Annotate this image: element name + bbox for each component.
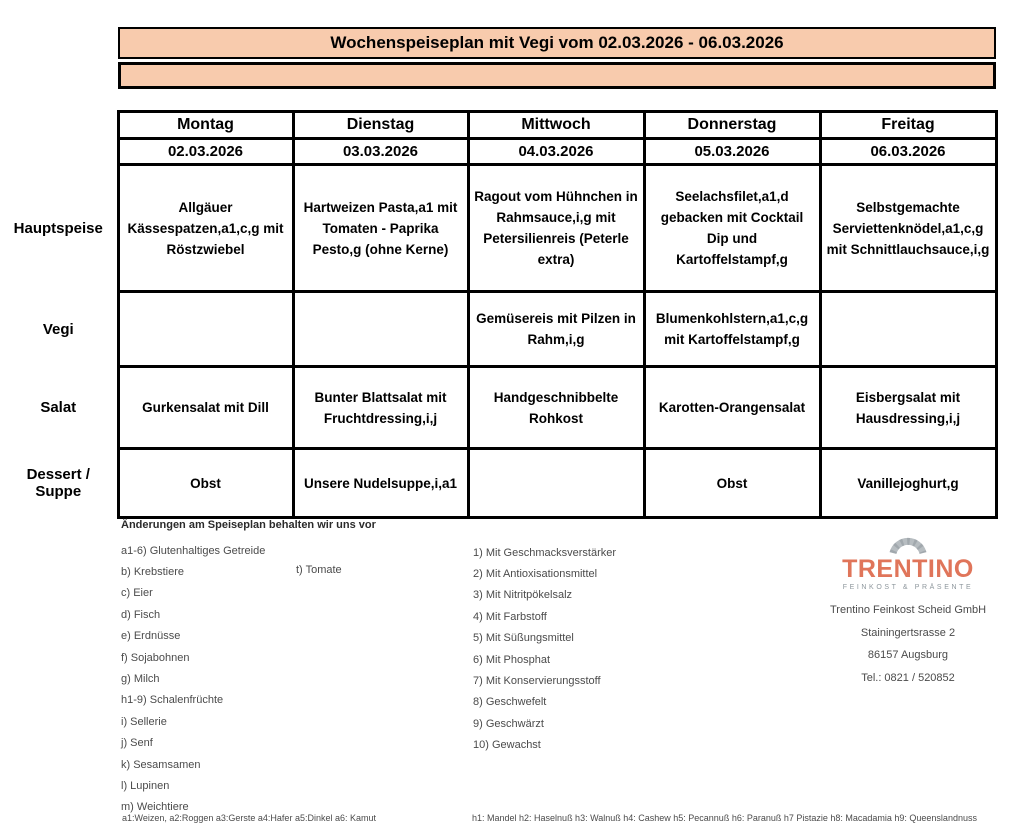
additive-item: 5) Mit Süßungsmittel: [473, 632, 574, 645]
meal-cell: [291, 290, 470, 368]
date-dienstag: 03.03.2026: [291, 137, 470, 166]
additive-item: 8) Geschwefelt: [473, 696, 547, 709]
day-header-row: Montag Dienstag Mittwoch Donnerstag Frei…: [0, 110, 998, 140]
vegi-row: Vegi Gemüsereis mit Pilzen in Rahm,i,g B…: [0, 290, 998, 368]
change-reservation-note: Änderungen am Speiseplan behalten wir un…: [121, 519, 376, 531]
tomato-legend-item: t) Tomate: [296, 564, 342, 576]
allergen-item: g) Milch: [121, 673, 160, 686]
meal-cell: Eisbergsalat mit Hausdressing,i,j: [818, 365, 998, 450]
meal-cell: Allgäuer Kässespatzen,a1,c,g mit Röstzwi…: [116, 163, 295, 293]
allergen-item: c) Eier: [121, 587, 153, 600]
meal-cell: Unsere Nudelsuppe,i,a1: [291, 447, 470, 519]
day-header-dienstag: Dienstag: [291, 110, 470, 140]
day-header-donnerstag: Donnerstag: [642, 110, 822, 140]
arch-logo-icon: [889, 537, 927, 554]
company-block: TRENTINO FEINKOST & PRÄSENTE Trentino Fe…: [830, 527, 986, 689]
allergen-item: a1-6) Glutenhaltiges Getreide: [121, 544, 266, 557]
allergen-item: i) Sellerie: [121, 715, 167, 728]
company-phone: Tel.: 0821 / 520852: [861, 671, 955, 684]
meal-cell: [466, 447, 646, 519]
dessert-suppe-row: Dessert / Suppe Obst Unsere Nudelsuppe,i…: [0, 447, 998, 519]
additive-legend: 1) Mit Geschmacksverstärker 2) Mit Antio…: [473, 542, 693, 756]
meal-cell: Karotten-Orangensalat: [642, 365, 822, 450]
allergen-item: j) Senf: [121, 737, 153, 750]
allergen-item: e) Erdnüsse: [121, 630, 181, 643]
corner-cell: [0, 138, 118, 165]
brand-tagline: FEINKOST & PRÄSENTE: [842, 584, 974, 591]
company-city: 86157 Augsburg: [867, 649, 949, 661]
day-header-mittwoch: Mittwoch: [466, 110, 646, 140]
nut-footnote: h1: Mandel h2: Haselnuß h3: Walnuß h4: C…: [472, 813, 977, 823]
allergen-item: m) Weichtiere: [121, 801, 189, 814]
meal-cell: Seelachsfilet,a1,d gebacken mit Cocktail…: [642, 163, 822, 293]
allergen-item: d) Fisch: [121, 608, 161, 621]
date-mittwoch: 04.03.2026: [466, 137, 646, 166]
allergen-item: k) Sesamsamen: [121, 758, 201, 771]
additive-item: 7) Mit Konservierungsstoff: [473, 675, 601, 688]
allergen-item: h1-9) Schalenfrüchte: [121, 694, 224, 707]
row-label-hauptspeise: Hauptspeise: [0, 164, 118, 292]
date-freitag: 06.03.2026: [818, 137, 998, 166]
salat-row: Salat Gurkensalat mit Dill Bunter Blatts…: [0, 365, 998, 450]
additive-item: 1) Mit Geschmacksverstärker: [473, 546, 617, 559]
additive-item: 4) Mit Farbstoff: [473, 610, 547, 623]
hauptspeise-row: Hauptspeise Allgäuer Kässespatzen,a1,c,g…: [0, 163, 998, 293]
plan-title-bar: Wochenspeiseplan mit Vegi vom 02.03.2026…: [118, 27, 996, 59]
meal-cell: [116, 290, 295, 368]
meal-cell: Hartweizen Pasta,a1 mit Tomaten - Paprik…: [291, 163, 470, 293]
meal-cell: Obst: [116, 447, 295, 519]
grain-footnote: a1:Weizen, a2:Roggen a3:Gerste a4:Hafer …: [122, 813, 376, 823]
row-label-vegi: Vegi: [0, 291, 118, 367]
company-street: Stainingertsrasse 2: [860, 626, 956, 639]
meal-cell: Handgeschnibbelte Rohkost: [466, 365, 646, 450]
allergen-item: f) Sojabohnen: [121, 651, 190, 664]
allergen-item: b) Krebstiere: [121, 566, 184, 579]
meal-cell: Selbstgemachte Serviettenknödel,a1,c,g m…: [818, 163, 998, 293]
meal-cell: Bunter Blattsalat mit Fruchtdressing,i,j: [291, 365, 470, 450]
additive-item: 2) Mit Antioxisationsmittel: [473, 568, 598, 581]
additive-item: 10) Gewachst: [473, 739, 541, 752]
allergen-legend: a1-6) Glutenhaltiges Getreide b) Krebsti…: [121, 540, 311, 818]
meal-cell: Obst: [642, 447, 822, 519]
meal-cell: Gurkensalat mit Dill: [116, 365, 295, 450]
additive-item: 9) Geschwärzt: [473, 717, 544, 730]
meal-cell: Ragout vom Hühnchen in Rahmsauce,i,g mit…: [466, 163, 646, 293]
empty-header-bar: [118, 62, 996, 89]
allergen-item: l) Lupinen: [121, 779, 170, 792]
additive-item: 3) Mit Nitritpökelsalz: [473, 589, 573, 602]
brand-name: TRENTINO: [842, 555, 974, 583]
row-label-dessert-suppe: Dessert / Suppe: [0, 448, 118, 518]
corner-cell: [0, 111, 118, 139]
meal-cell: Blumenkohlstern,a1,c,g mit Kartoffelstam…: [642, 290, 822, 368]
date-donnerstag: 05.03.2026: [642, 137, 822, 166]
meal-cell: Gemüsereis mit Pilzen in Rahm,i,g: [466, 290, 646, 368]
meal-cell: Vanillejoghurt,g: [818, 447, 998, 519]
additive-item: 6) Mit Phosphat: [473, 653, 551, 666]
day-header-freitag: Freitag: [818, 110, 998, 140]
row-label-salat: Salat: [0, 366, 118, 449]
date-montag: 02.03.2026: [116, 137, 295, 166]
company-name: Trentino Feinkost Scheid GmbH: [830, 604, 987, 616]
day-header-montag: Montag: [116, 110, 295, 140]
date-row: 02.03.2026 03.03.2026 04.03.2026 05.03.2…: [0, 137, 998, 166]
plan-title: Wochenspeiseplan mit Vegi vom 02.03.2026…: [330, 33, 784, 52]
menu-table: Montag Dienstag Mittwoch Donnerstag Frei…: [0, 110, 998, 519]
meal-cell: [818, 290, 998, 368]
